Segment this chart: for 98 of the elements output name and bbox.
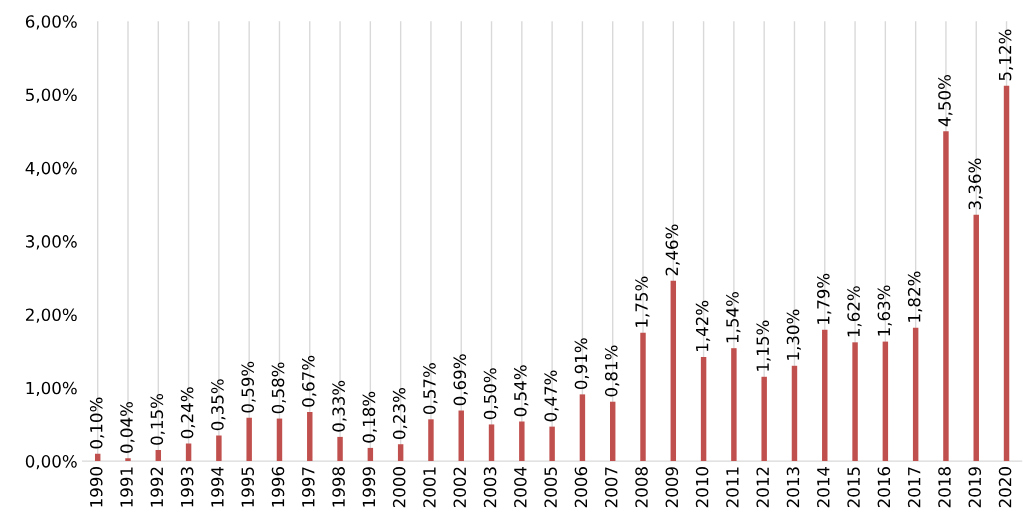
data-label: 4,50% (938, 74, 953, 127)
x-tick-label: 2007 (604, 467, 618, 508)
bar (488, 424, 495, 462)
x-tick-label: 2006 (574, 467, 588, 508)
data-label: 0,18% (362, 391, 377, 443)
data-label: 0,47% (544, 370, 559, 422)
x-tick-label: 2014 (817, 466, 830, 508)
x-tick-label: 2012 (756, 467, 770, 508)
bar (609, 401, 616, 462)
data-label: 0,59% (241, 361, 256, 413)
x-tick-label: 2001 (423, 467, 436, 508)
bar (973, 214, 979, 462)
x-tick-label: 1995 (241, 467, 255, 507)
bar (912, 327, 919, 462)
data-label: 1,82% (907, 271, 923, 322)
data-label: 0,10% (89, 397, 105, 449)
x-tick-label: 2003 (483, 467, 497, 508)
x-tick-label: 2002 (453, 467, 467, 508)
data-label: 1,75% (635, 276, 650, 327)
x-tick-label: 2000 (392, 467, 406, 508)
data-label: 0,54% (514, 365, 529, 417)
x-tick-label: 2020 (998, 467, 1012, 508)
x-tick-label: 1993 (180, 467, 194, 507)
data-label: 0,58% (271, 362, 287, 414)
x-tick-label: 2011 (726, 467, 739, 508)
bar (397, 444, 404, 462)
data-label: 2,46% (665, 224, 680, 276)
bar (640, 332, 646, 462)
data-label: 1,54% (726, 292, 741, 343)
bar (458, 410, 464, 462)
y-tick-label: 3,00% (26, 235, 77, 250)
bar (700, 356, 707, 462)
y-tick-label: 4,00% (25, 161, 77, 177)
x-tick-label: 1991 (120, 467, 133, 507)
data-label: 0,67% (302, 355, 317, 407)
x-tick-label: 1997 (302, 467, 315, 507)
bar (670, 280, 677, 462)
bar (761, 376, 767, 462)
bar (155, 450, 162, 462)
y-tick-label: 6,00% (25, 15, 77, 30)
y-tick-label: 5,00% (26, 88, 77, 103)
x-tick-label: 1998 (332, 467, 345, 507)
bar (307, 411, 313, 462)
x-tick-label: 2018 (938, 467, 951, 508)
x-tick-label: 2013 (786, 467, 800, 508)
bar (337, 436, 343, 462)
bar (579, 394, 586, 462)
x-tick-label: 2008 (635, 467, 648, 508)
data-label: 0,15% (150, 393, 165, 445)
data-label: 0,91% (574, 338, 589, 390)
data-label: 0,33% (332, 380, 347, 432)
bar (882, 341, 889, 462)
bar (822, 329, 828, 462)
data-label: 1,42% (695, 300, 711, 351)
data-label: 0,69% (453, 354, 468, 406)
bar (549, 426, 555, 462)
data-label: 0,50% (483, 368, 499, 420)
bar (1003, 85, 1010, 462)
y-tick-label: 0,00% (25, 455, 77, 470)
data-label: 1,30% (786, 309, 802, 360)
data-label: 0,04% (120, 401, 135, 453)
y-tick-label: 2,00% (25, 308, 77, 323)
x-tick-label: 2010 (695, 467, 709, 508)
x-tick-label: 1990 (89, 467, 103, 507)
x-tick-label: 1999 (362, 467, 376, 507)
data-label: 1,15% (756, 320, 771, 371)
x-tick-label: 2004 (514, 466, 527, 508)
bar (943, 131, 949, 462)
bar (852, 342, 858, 462)
x-tick-label: 2015 (847, 467, 860, 508)
x-tick-label: 1994 (211, 466, 224, 507)
data-label: 0,81% (604, 345, 620, 397)
bar (367, 447, 374, 462)
bar (125, 458, 131, 462)
bar (216, 435, 222, 462)
x-tick-label: 2017 (907, 467, 921, 508)
bar (428, 419, 434, 462)
data-label: 5,12% (998, 29, 1014, 81)
data-label: 1,62% (847, 286, 862, 337)
bar (791, 365, 798, 462)
data-label: 1,63% (877, 285, 892, 336)
x-tick-label: 2019 (968, 467, 982, 508)
x-tick-label: 2009 (665, 467, 679, 508)
x-tick-label: 1992 (150, 467, 164, 507)
data-label: 0,24% (180, 387, 196, 439)
y-tick-label: 1,00% (26, 381, 77, 397)
data-label: 0,57% (423, 363, 438, 415)
data-label: 0,23% (392, 388, 408, 439)
data-label: 0,35% (211, 379, 226, 431)
bar (519, 421, 525, 462)
bar (276, 418, 283, 462)
bar (246, 417, 252, 462)
bar (731, 348, 737, 462)
x-tick-label: 2016 (877, 467, 891, 508)
data-label: 1,79% (817, 273, 832, 324)
x-tick-label: 1996 (271, 467, 285, 507)
data-label: 3,36% (968, 158, 983, 210)
x-tick-label: 2005 (544, 467, 557, 508)
